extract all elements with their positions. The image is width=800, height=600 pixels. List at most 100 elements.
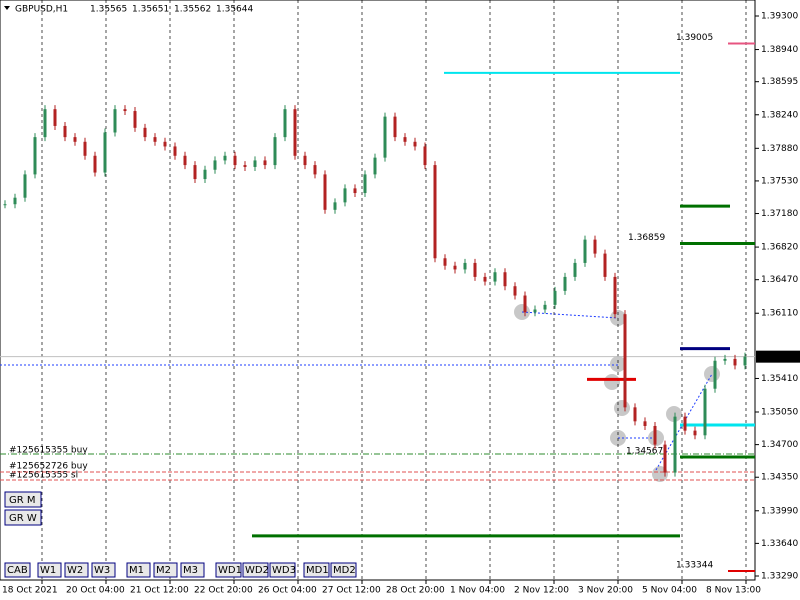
toolbar-button[interactable]: M2	[153, 562, 178, 578]
candle	[113, 109, 117, 133]
candle	[323, 174, 327, 210]
candle	[183, 155, 187, 166]
side-button[interactable]: GR M	[4, 491, 42, 508]
toolbar-button[interactable]: M1	[126, 562, 151, 578]
candle	[383, 116, 387, 158]
y-tick-label: 1.37530	[761, 176, 798, 186]
candle	[133, 111, 137, 128]
y-tick-label: 1.33290	[761, 572, 798, 582]
candle	[83, 141, 87, 156]
toolbar-button[interactable]: M3	[180, 562, 205, 578]
candle	[13, 197, 17, 205]
level-price-label: 1.34567	[626, 447, 663, 457]
candle	[253, 160, 257, 167]
candle	[43, 109, 47, 138]
x-tick-label: 26 Oct 04:00	[258, 586, 317, 596]
candle	[393, 116, 397, 138]
candle	[463, 262, 467, 270]
x-tick-label: 22 Oct 20:00	[194, 586, 253, 596]
button-label: MD1	[306, 565, 329, 576]
candle	[233, 155, 237, 166]
candle	[53, 109, 57, 126]
candle	[413, 141, 417, 147]
toolbar-button[interactable]: WD2	[242, 562, 269, 578]
ohlc-value: 1.35565	[90, 5, 127, 15]
y-tick-label: 1.38940	[761, 45, 798, 55]
toolbar-button[interactable]: MD2	[330, 562, 357, 578]
x-tick-label: 27 Oct 12:00	[322, 586, 381, 596]
y-tick-label: 1.38595	[761, 77, 798, 87]
button-frame	[91, 562, 116, 578]
y-tick-label: 1.34700	[761, 440, 798, 450]
candle	[713, 360, 717, 389]
candle	[703, 388, 707, 436]
candle	[93, 155, 97, 173]
button-label: M3	[183, 565, 198, 576]
candle	[663, 444, 667, 473]
x-tick-label: 20 Oct 04:00	[66, 586, 125, 596]
candle	[433, 165, 437, 259]
ohlc-value: 1.35562	[174, 5, 211, 15]
candle	[123, 109, 127, 112]
candle	[583, 239, 587, 263]
y-tick-label: 1.34350	[761, 473, 798, 483]
candle	[723, 358, 727, 361]
button-label: MD2	[333, 565, 356, 576]
order-label: #125615355 sl	[9, 471, 78, 481]
candle	[333, 202, 337, 210]
button-frame	[4, 509, 42, 526]
toolbar-button[interactable]: W1	[37, 562, 62, 578]
candle	[543, 304, 547, 310]
button-frame	[153, 562, 178, 578]
candle	[293, 109, 297, 156]
x-tick-label: 1 Nov 04:00	[450, 586, 505, 596]
toolbar-button[interactable]: MD1	[303, 562, 330, 578]
candle	[693, 430, 697, 436]
candle	[603, 253, 607, 277]
toolbar-button[interactable]: W3	[91, 562, 116, 578]
candle	[573, 262, 577, 277]
candle	[33, 137, 37, 175]
button-frame	[242, 562, 269, 578]
y-tick-label: 1.33990	[761, 506, 798, 516]
candle	[103, 132, 107, 173]
candle	[453, 265, 457, 270]
side-button[interactable]: GR W	[4, 509, 42, 526]
x-tick-label: 21 Oct 12:00	[130, 586, 189, 596]
button-frame	[330, 562, 357, 578]
order-label: #125652726 buy	[9, 462, 88, 472]
current-price-box	[756, 350, 800, 363]
candle	[523, 295, 527, 313]
candle	[403, 137, 407, 142]
button-frame	[269, 562, 296, 578]
button-frame	[37, 562, 62, 578]
x-tick-label: 5 Nov 04:00	[642, 586, 697, 596]
x-tick-label: 8 Nov 13:00	[706, 586, 761, 596]
candle	[353, 188, 357, 194]
symbol: GBPUSD,H1	[15, 5, 68, 15]
candle	[283, 109, 287, 138]
toolbar-button[interactable]: WD3	[269, 562, 296, 578]
candle	[683, 416, 687, 431]
toolbar-button[interactable]: W2	[64, 562, 89, 578]
candle	[223, 155, 227, 161]
y-tick-label: 1.36110	[761, 309, 798, 319]
candle	[533, 309, 537, 313]
candle	[343, 188, 347, 203]
menu-arrow[interactable]	[4, 6, 10, 10]
candle	[623, 314, 627, 408]
level-price-label: 1.36859	[628, 233, 665, 243]
candle	[493, 272, 497, 282]
candle	[273, 137, 277, 166]
candle	[633, 407, 637, 422]
candle	[473, 262, 477, 277]
candle	[63, 125, 67, 138]
toolbar-button[interactable]: CAB	[4, 562, 31, 578]
level-price-label: 1.33344	[676, 560, 713, 570]
order-label: #125615355 buy	[9, 446, 88, 456]
toolbar-button[interactable]: WD1	[215, 562, 242, 578]
ohlc-value: 1.35644	[216, 5, 253, 15]
candle	[3, 204, 7, 206]
candle	[373, 157, 377, 175]
